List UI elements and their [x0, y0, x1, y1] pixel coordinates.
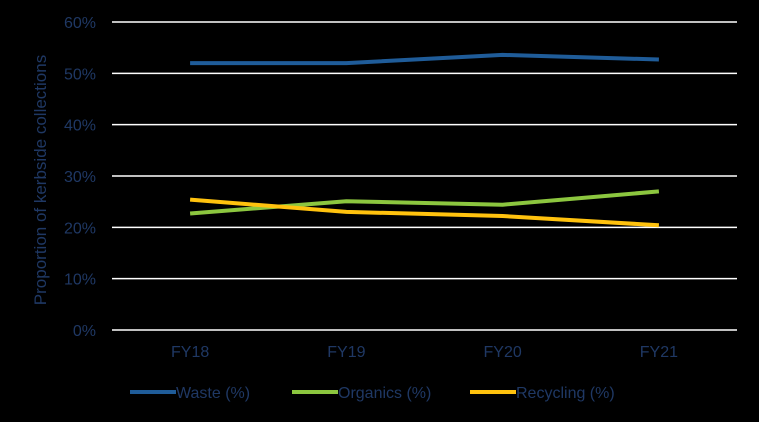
y-tick-label: 20%: [64, 220, 96, 237]
y-axis-ticks: 0% 10% 20% 30% 40% 50% 60%: [64, 15, 96, 340]
y-axis-label: Proportion of kerbside collections: [31, 55, 50, 305]
series-organics: [189, 189, 660, 216]
x-axis-ticks: FY18 FY19 FY20 FY21: [171, 344, 678, 361]
series-waste: [190, 52, 659, 66]
y-tick-label: 50%: [64, 66, 96, 83]
legend-item: Recycling (%): [470, 385, 615, 402]
legend-item: Organics (%): [292, 385, 431, 402]
x-tick-label: FY19: [327, 344, 365, 361]
y-tick-label: 30%: [64, 169, 96, 186]
series-line: [189, 197, 660, 228]
y-tick-label: 40%: [64, 118, 96, 135]
series-recycling: [189, 197, 660, 228]
legend-label: Organics (%): [338, 385, 431, 402]
legend-label: Waste (%): [176, 385, 250, 402]
series-line: [189, 189, 660, 216]
gridlines: [112, 21, 737, 331]
y-tick-label: 0%: [73, 323, 96, 340]
legend: Waste (%) Organics (%) Recycling (%): [130, 385, 615, 402]
series-lines: [189, 52, 660, 228]
legend-item: Waste (%): [130, 385, 250, 402]
x-tick-label: FY18: [171, 344, 209, 361]
legend-label: Recycling (%): [516, 385, 615, 402]
x-tick-label: FY21: [640, 344, 678, 361]
y-tick-label: 10%: [64, 272, 96, 289]
y-tick-label: 60%: [64, 15, 96, 32]
x-tick-label: FY20: [484, 344, 522, 361]
series-line: [190, 52, 659, 66]
